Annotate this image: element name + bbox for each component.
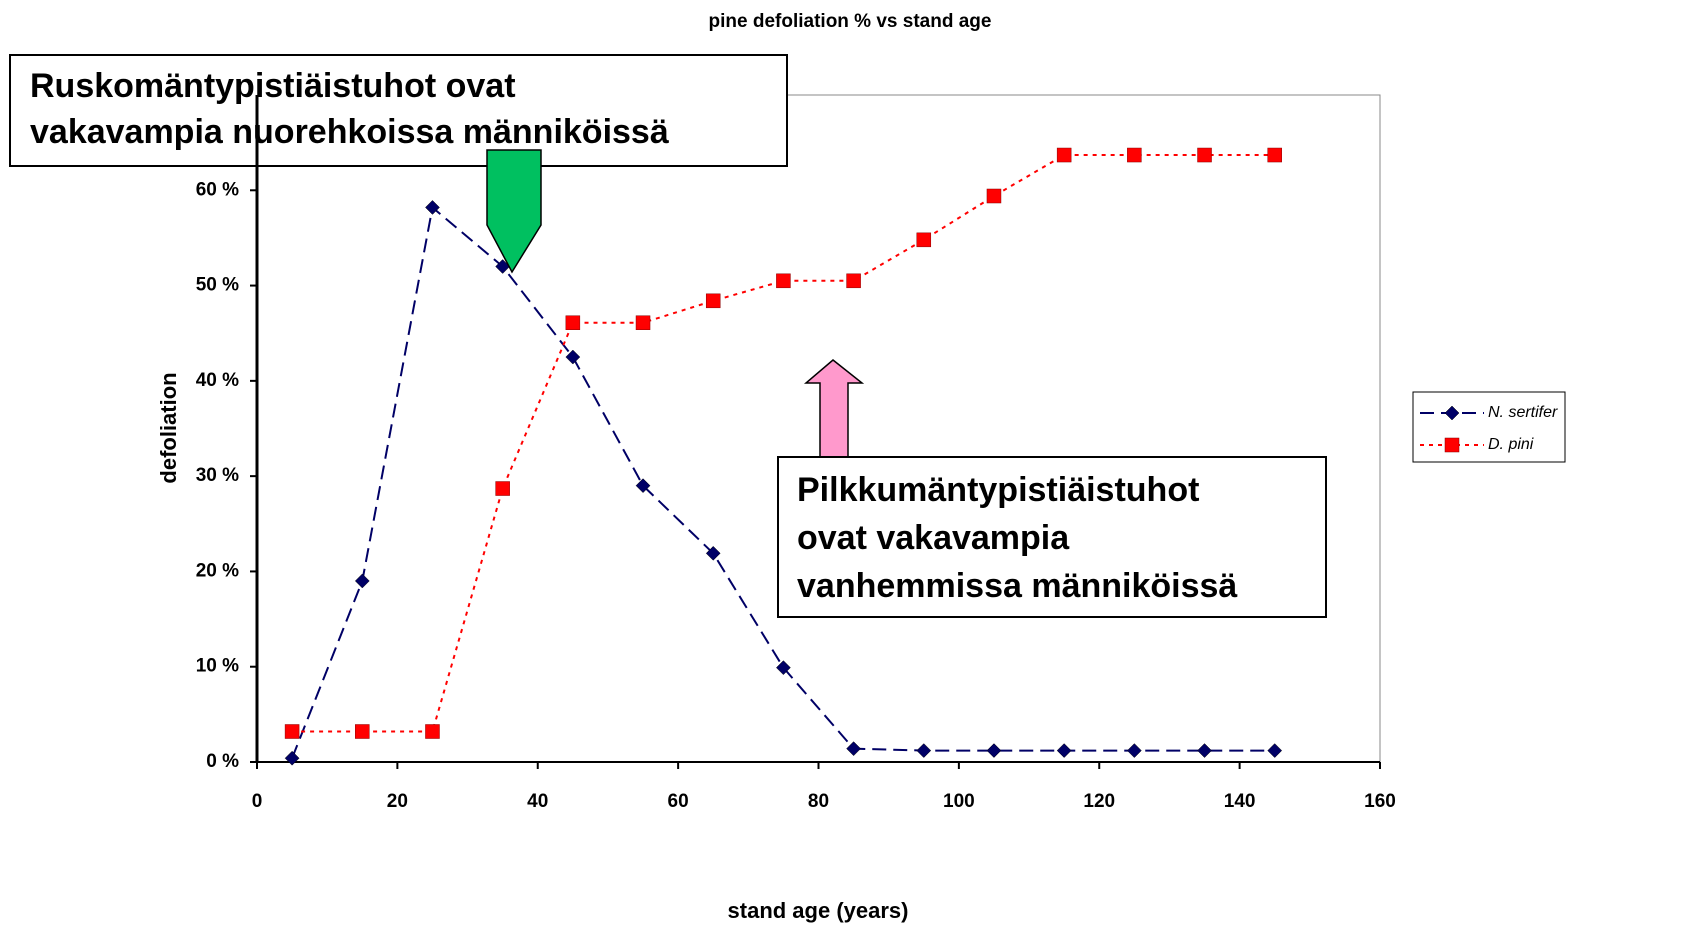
annotation-box	[777, 456, 1327, 618]
x-tick-label: 140	[1224, 791, 1256, 812]
data-point	[635, 478, 651, 494]
down-arrow	[486, 149, 542, 274]
data-point	[565, 349, 581, 365]
x-tick-label: 60	[668, 791, 689, 812]
y-tick-label: 20 %	[196, 560, 239, 581]
data-point	[425, 200, 440, 215]
y-tick-label: 10 %	[196, 656, 239, 677]
data-point	[1126, 743, 1142, 758]
x-tick-label: 80	[808, 791, 829, 812]
data-point	[916, 743, 932, 758]
annotation-text: vakavampia nuorehkoissa männiköissä	[30, 113, 669, 151]
data-point	[425, 724, 440, 739]
legend-label: N. sertifer	[1488, 404, 1558, 421]
data-point	[986, 188, 1002, 204]
y-tick-label: 50 %	[196, 275, 239, 296]
legend-marker	[1444, 437, 1460, 453]
data-point	[354, 573, 370, 589]
x-axis-label: stand age (years)	[728, 898, 909, 923]
data-point	[776, 273, 791, 289]
x-tick-label: 120	[1083, 791, 1115, 812]
annotation-box	[9, 54, 788, 167]
x-tick-label: 160	[1364, 791, 1396, 812]
data-point	[635, 315, 651, 330]
y-axis-label: defoliation	[156, 372, 181, 483]
legend-marker	[1444, 405, 1460, 421]
data-point	[1056, 147, 1072, 163]
y-tick-label: 0 %	[206, 751, 239, 772]
data-point	[916, 232, 932, 248]
data-point	[776, 660, 791, 676]
data-point	[1197, 147, 1212, 163]
chart-title: pine defoliation % vs stand age	[709, 11, 992, 32]
annotation-text: Ruskomäntypistiäistuhot ovat	[30, 67, 516, 105]
legend-box	[1412, 391, 1566, 463]
y-tick-label: 30 %	[196, 465, 239, 486]
data-point	[986, 743, 1002, 758]
data-point	[1197, 743, 1212, 758]
data-point	[1127, 147, 1142, 163]
x-tick-label: 0	[252, 791, 263, 812]
annotation-text: ovat vakavampia	[797, 519, 1070, 557]
series-line	[292, 154, 1275, 733]
y-tick-label: 40 %	[196, 370, 239, 391]
data-point	[846, 741, 861, 757]
data-point	[846, 273, 861, 289]
data-point	[284, 724, 300, 739]
data-point	[705, 545, 721, 561]
data-point	[1267, 147, 1282, 163]
x-tick-label: 20	[387, 791, 408, 812]
annotation-text: Pilkkumäntypistiäistuhot	[797, 471, 1199, 509]
x-tick-label: 40	[527, 791, 548, 812]
plot-frame	[256, 94, 1381, 763]
y-tick-label: 60 %	[196, 179, 239, 200]
data-point	[495, 481, 510, 496]
data-point	[355, 724, 370, 739]
up-arrow	[803, 359, 865, 458]
x-tick-label: 100	[943, 791, 975, 812]
data-point	[1056, 743, 1072, 758]
data-point	[705, 293, 721, 309]
data-point	[284, 750, 300, 766]
data-point	[565, 315, 581, 330]
legend-label: D. pini	[1488, 436, 1534, 453]
data-point	[1267, 743, 1283, 758]
annotation-text: vanhemmissa männiköissä	[797, 567, 1237, 605]
